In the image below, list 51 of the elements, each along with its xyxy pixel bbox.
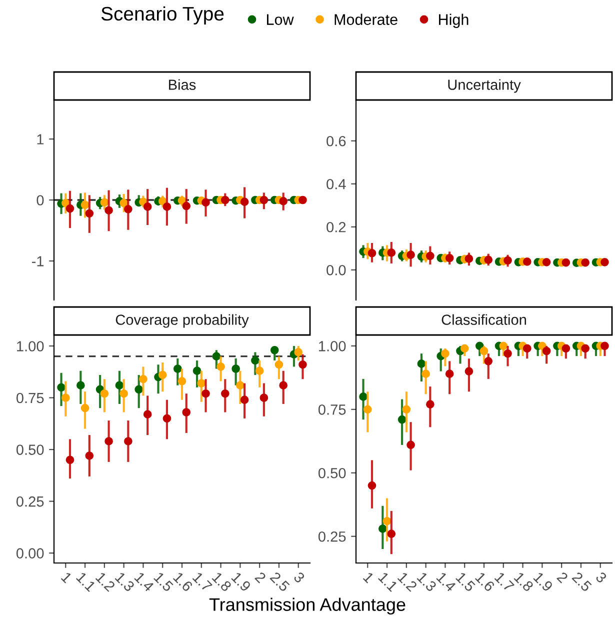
x-tick-label: 1.1 <box>378 572 398 592</box>
x-tick-label: 2 <box>556 571 568 584</box>
x-tick-label: 1.5 <box>455 572 476 592</box>
x-tick-label: 2 <box>254 571 266 584</box>
y-tick-label: 0.0 <box>326 264 346 276</box>
x-tick-label: 1.8 <box>514 572 534 592</box>
x-tick-label: 1.2 <box>95 572 116 592</box>
x-tick-label: 1.6 <box>172 572 194 592</box>
y-tick-label: -1 <box>32 256 44 266</box>
x-tick-label: 1.1 <box>76 572 96 592</box>
x-tick-label: 1.8 <box>212 572 232 592</box>
y-tick-label: 0.6 <box>326 136 346 146</box>
x-tick-label: 1 <box>60 572 72 584</box>
y-tick-label: 0.75 <box>318 404 346 415</box>
chart-title: Coverage probability <box>116 314 249 328</box>
x-tick-label: 2.5 <box>572 571 592 592</box>
legend-label: High <box>439 14 468 28</box>
x-tick-label: 1.5 <box>153 572 174 592</box>
x-tick-label: 1.7 <box>192 572 212 592</box>
x-tick-label: 1.7 <box>494 572 514 592</box>
x-tick-label: 1.6 <box>474 572 496 592</box>
legend-label: Moderate <box>334 14 398 25</box>
x-axis-title: Transmission Advantage <box>209 598 406 615</box>
x-tick-label: 1.9 <box>533 572 554 592</box>
y-tick-label: 1.00 <box>17 341 44 352</box>
y-tick-label: 0.00 <box>16 548 44 558</box>
x-tick-label: 1.3 <box>114 572 136 592</box>
y-tick-label: 0.25 <box>318 531 346 542</box>
y-tick-label: 1.00 <box>319 341 346 352</box>
x-tick-label: 2.5 <box>270 571 290 592</box>
x-tick-label: 1.4 <box>436 572 457 592</box>
y-tick-label: 0.50 <box>16 444 44 455</box>
x-tick-label: 3 <box>595 571 608 584</box>
legend-label: Low <box>267 14 294 25</box>
y-tick-label: 1 <box>37 134 44 144</box>
y-tick-label: 0.50 <box>318 468 346 478</box>
y-tick-label: 0.25 <box>16 496 44 507</box>
x-tick-label: 1.4 <box>134 572 155 592</box>
x-tick-label: 3 <box>293 571 306 584</box>
chart-title: Bias <box>169 79 196 90</box>
x-tick-label: 1.3 <box>416 572 438 592</box>
legend-title: Scenario Type <box>101 6 224 24</box>
y-tick-label: 0.75 <box>16 392 44 404</box>
y-tick-label: 0.4 <box>326 178 346 190</box>
chart-title: Classification <box>442 314 526 325</box>
y-tick-label: 0.2 <box>326 222 346 232</box>
chart-title: Uncertainty <box>448 79 521 93</box>
x-tick-label: 1 <box>362 572 374 584</box>
y-tick-label: 0 <box>36 195 44 206</box>
x-tick-label: 1.2 <box>397 572 418 592</box>
x-tick-label: 1.9 <box>231 572 252 592</box>
